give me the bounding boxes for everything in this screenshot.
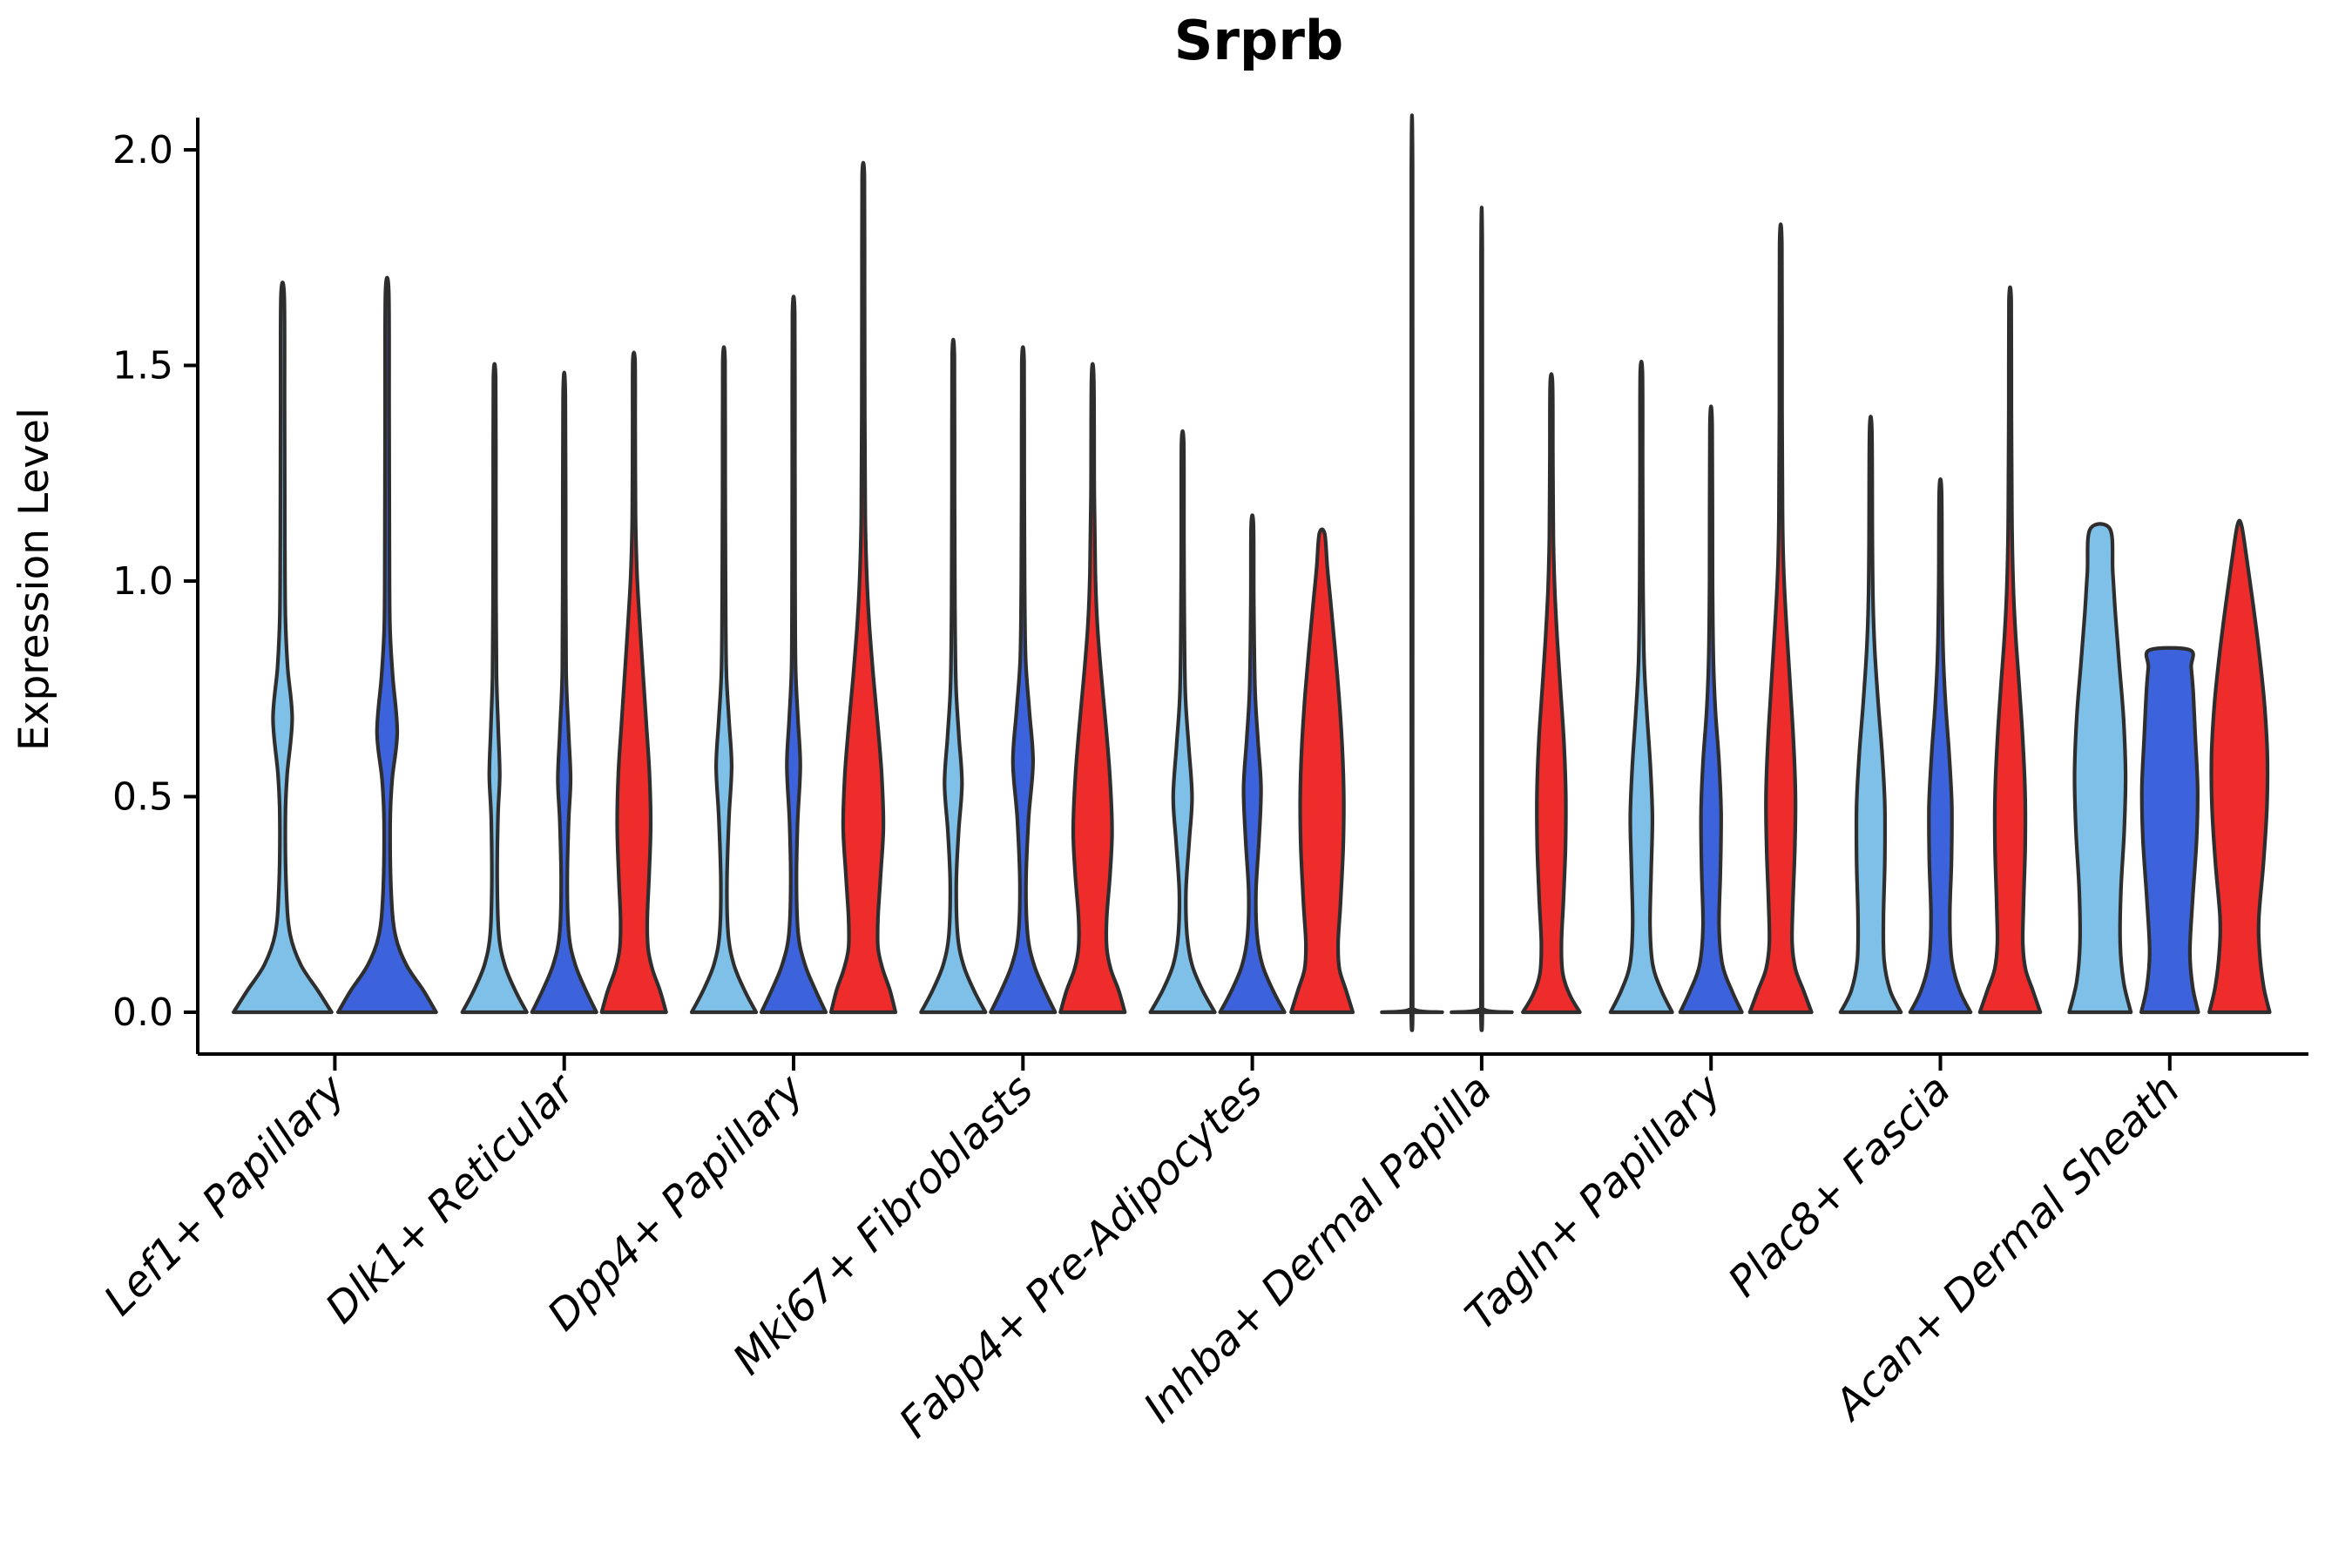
violin-lef1-papillary-light_blue <box>232 280 334 1015</box>
y-tick-label: 0.5 <box>112 775 173 820</box>
y-tick-label: 2.0 <box>112 128 173 172</box>
violin-fabp4-pre-adipocytes-red <box>1289 527 1355 1015</box>
y-axis-label: Expression Level <box>10 408 58 751</box>
violin-acan-dermal-sheath-dark_blue <box>2139 645 2200 1015</box>
x-tick-label-dlk1-reticular: Dlk1+ Reticular <box>316 1064 586 1334</box>
y-tick-labels: 0.0 0.5 1.0 1.5 2.0 <box>112 128 173 1035</box>
violin-inhba-dermal-papilla-dark_blue <box>1450 206 1514 1032</box>
violin-acan-dermal-sheath-light_blue <box>2067 522 2133 1015</box>
violin-dpp4-papillary-red <box>828 160 898 1015</box>
violin-inhba-dermal-papilla-light_blue <box>1380 113 1444 1032</box>
violin-lef1-papillary-dark_blue <box>336 275 438 1015</box>
violin-fabp4-pre-adipocytes-dark_blue <box>1218 513 1287 1015</box>
violin-dpp4-papillary-dark_blue <box>759 294 828 1015</box>
violins-layer <box>232 113 2272 1032</box>
y-tick-label: 0.0 <box>112 990 173 1035</box>
violin-acan-dermal-sheath-red <box>2207 518 2272 1015</box>
axes <box>184 118 2308 1071</box>
x-tick-label-lef1-papillary: Lef1+ Papillary <box>95 1064 355 1325</box>
violin-dlk1-reticular-light_blue <box>460 362 529 1015</box>
violin-tagln-papillary-red <box>1747 222 1814 1015</box>
violin-plac8-fascia-light_blue <box>1838 415 1903 1015</box>
chart-title: Srprb <box>1174 9 1344 72</box>
violin-inhba-dermal-papilla-red <box>1521 372 1582 1015</box>
violin-dpp4-papillary-light_blue <box>689 345 759 1015</box>
violin-tagln-papillary-light_blue <box>1608 360 1674 1015</box>
violin-tagln-papillary-dark_blue <box>1678 404 1744 1015</box>
x-tick-label-tagln-papillary: Tagln+ Papillary <box>1456 1064 1731 1340</box>
y-tick-label: 1.5 <box>112 344 173 389</box>
y-tick-label: 1.0 <box>112 559 173 604</box>
violin-plac8-fascia-dark_blue <box>1908 476 1973 1015</box>
violin-plac8-fascia-red <box>1977 285 2043 1015</box>
x-tick-label-dpp4-papillary: Dpp4+ Papillary <box>538 1064 814 1340</box>
violin-mki67-fibroblasts-dark_blue <box>989 345 1058 1015</box>
violin-dlk1-reticular-dark_blue <box>530 370 598 1015</box>
violin-dlk1-reticular-red <box>599 350 668 1015</box>
violin-mki67-fibroblasts-red <box>1058 362 1127 1015</box>
x-tick-label-plac8-fascia: Plac8+ Fascia <box>1719 1065 1960 1307</box>
x-tick-label-fabp4-pre-adipocytes: Fabp4+ Pre-Adipocytes <box>890 1065 1273 1448</box>
violin-fabp4-pre-adipocytes-light_blue <box>1148 429 1217 1015</box>
violin-mki67-fibroblasts-light_blue <box>919 337 988 1015</box>
